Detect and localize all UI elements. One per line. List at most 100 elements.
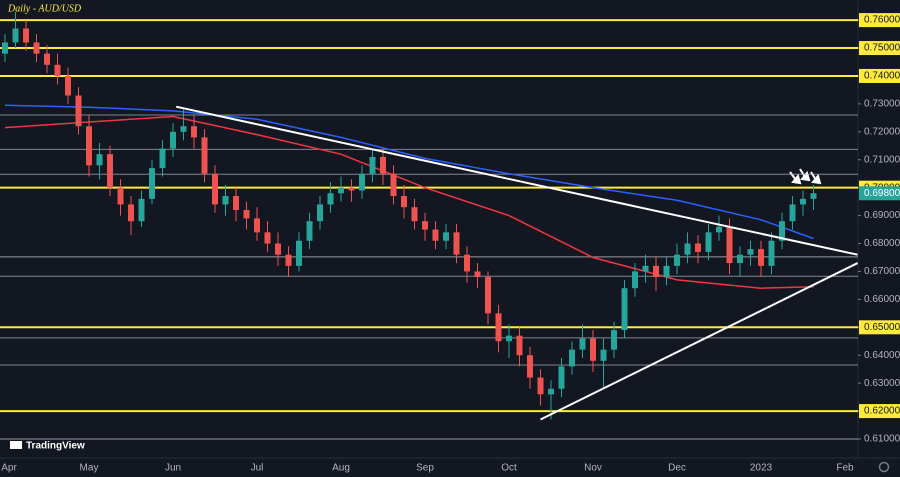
- candle-body: [201, 137, 208, 174]
- candle-body: [569, 349, 575, 367]
- y-tick-label: 0.74000: [864, 71, 900, 82]
- candle-body: [695, 243, 701, 252]
- candle-body: [758, 249, 764, 266]
- chart-title: Daily - AUD/USD: [7, 3, 82, 14]
- candle-body: [212, 173, 218, 205]
- candle-body: [768, 240, 775, 266]
- trendline: [540, 262, 859, 421]
- candle-body: [789, 204, 796, 222]
- y-tick-label: 0.73000: [864, 99, 900, 110]
- candle-body: [411, 207, 418, 222]
- candle-body: [443, 232, 449, 241]
- y-tick-label: 0.64000: [864, 350, 900, 361]
- candle-body: [621, 288, 628, 331]
- y-tick-label: 0.65000: [864, 322, 900, 333]
- candle-body: [33, 42, 40, 54]
- candles: [2, 11, 817, 420]
- candle-body: [369, 156, 376, 174]
- candle-body: [12, 28, 19, 43]
- candle-body: [590, 338, 596, 361]
- x-tick-label: Aug: [332, 463, 350, 474]
- y-tick-highlight: [859, 404, 900, 419]
- candle-body: [233, 196, 239, 211]
- candle-body: [191, 126, 197, 138]
- candle-body: [243, 210, 250, 219]
- brand-name: TradingView: [26, 441, 85, 452]
- candle-body: [138, 198, 145, 222]
- y-tick-label: 0.72000: [864, 126, 900, 137]
- candle-body: [705, 232, 712, 252]
- candle-body: [474, 271, 481, 278]
- x-tick-label: 2023: [750, 463, 773, 474]
- x-tick-label: Jun: [165, 463, 181, 474]
- candle-body: [117, 187, 124, 205]
- moving-average-line: [4, 115, 814, 289]
- settings-icon[interactable]: [878, 461, 890, 473]
- candle-body: [128, 204, 134, 222]
- candle-body: [306, 221, 313, 241]
- candle-body: [611, 330, 617, 350]
- annotation-arrows: [789, 168, 822, 185]
- y-tick-label: 0.75000: [864, 43, 900, 54]
- candle-body: [632, 271, 638, 289]
- candle-body: [642, 265, 649, 272]
- candle-body: [800, 198, 806, 205]
- candle-body: [453, 232, 460, 255]
- candle-body: [44, 53, 50, 65]
- candle-body: [537, 377, 544, 395]
- plot-area: [0, 11, 859, 440]
- candle-body: [600, 349, 607, 361]
- y-tick-highlight: [859, 41, 900, 56]
- y-tick-label: 0.67000: [864, 266, 900, 277]
- x-tick-label: Jul: [251, 463, 264, 474]
- candle-body: [170, 131, 176, 149]
- candle-body: [737, 254, 743, 264]
- candle-body: [747, 249, 754, 255]
- candle-body: [684, 243, 691, 255]
- candle-body: [432, 229, 439, 241]
- candle-body: [506, 335, 512, 342]
- x-tick-label: May: [80, 463, 99, 474]
- candle-body: [54, 64, 61, 76]
- candle-body: [485, 277, 491, 314]
- candle-body: [653, 265, 659, 278]
- candle-body: [96, 154, 103, 166]
- y-tick-label: 0.61000: [864, 434, 900, 445]
- x-tick-label: Sep: [416, 463, 434, 474]
- brand-logo: [10, 441, 22, 449]
- candle-body: [390, 173, 397, 197]
- y-tick-label: 0.68000: [864, 238, 900, 249]
- candle-body: [149, 168, 155, 199]
- candle-body: [579, 338, 586, 350]
- candle-body: [75, 95, 82, 127]
- candle-body: [317, 204, 323, 222]
- candle-body: [516, 335, 523, 356]
- candle-body: [401, 196, 407, 208]
- candle-body: [348, 187, 355, 191]
- x-tick-label: Apr: [1, 463, 17, 474]
- current-price-label: 0.69800: [864, 188, 900, 199]
- moving-average-line: [4, 104, 814, 240]
- candle-body: [422, 221, 428, 230]
- candle-body: [716, 226, 722, 233]
- y-tick-label: 0.66000: [864, 294, 900, 305]
- y-tick-label: 0.63000: [864, 378, 900, 389]
- candle-body: [86, 126, 92, 166]
- current-price-box: [859, 186, 900, 201]
- candle-body: [327, 193, 334, 205]
- candle-body: [338, 187, 344, 194]
- candle-body: [2, 42, 8, 54]
- candle-body: [23, 28, 29, 43]
- candle-body: [558, 366, 565, 389]
- candle-body: [726, 226, 733, 264]
- y-tick-label: 0.76000: [864, 15, 900, 26]
- y-tick-highlight: [859, 68, 900, 83]
- x-tick-label: Oct: [501, 463, 517, 474]
- y-tick-label: 0.71000: [864, 154, 900, 165]
- x-tick-label: Dec: [668, 463, 686, 474]
- candle-body: [285, 254, 292, 266]
- x-tick-label: Nov: [584, 463, 602, 474]
- candle-body: [159, 148, 166, 169]
- candle-body: [254, 218, 260, 233]
- x-tick-label: Feb: [836, 463, 854, 474]
